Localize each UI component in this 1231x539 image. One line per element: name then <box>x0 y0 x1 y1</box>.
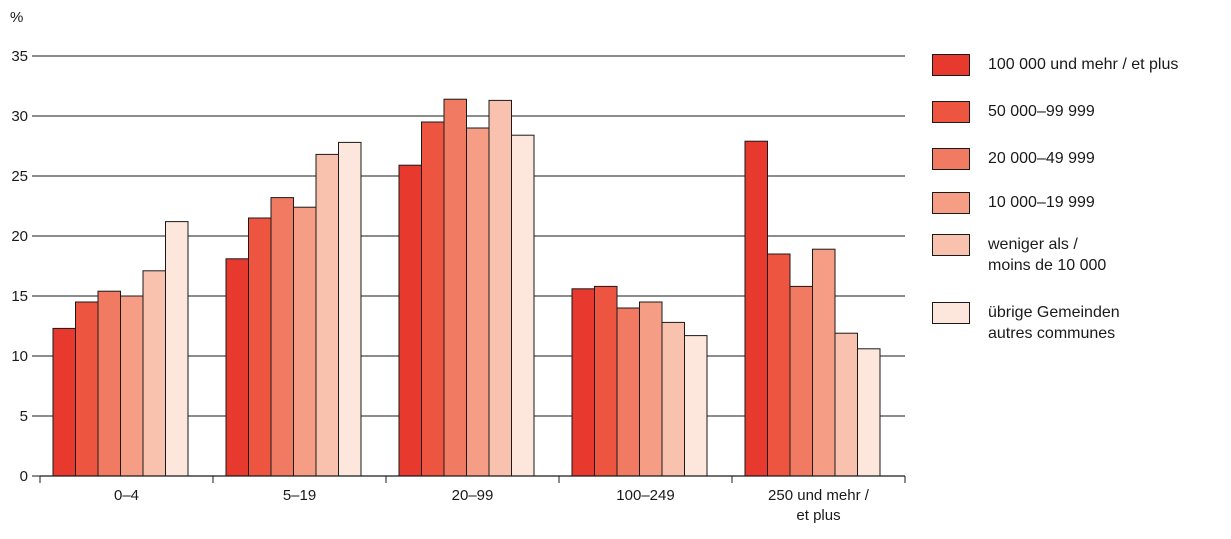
legend-label: 20 000–49 999 <box>988 150 1095 167</box>
y-tick-label: 15 <box>11 288 28 305</box>
y-tick-label: 0 <box>20 468 28 485</box>
x-tick-label: 0–4 <box>114 487 139 504</box>
bar <box>594 285 618 477</box>
x-tick-label: 100–249 <box>616 487 674 504</box>
bar <box>75 301 99 477</box>
y-tick-label: 30 <box>11 108 28 125</box>
y-tick-label: 25 <box>11 168 28 185</box>
legend-item: 20 000–49 999 <box>932 148 1095 170</box>
bar <box>142 270 166 477</box>
bar <box>511 134 535 477</box>
y-axis-unit-label: % <box>10 9 23 26</box>
bar <box>812 248 836 477</box>
legend-label: übrige Gemeinden autres communes <box>988 304 1120 342</box>
legend-swatch <box>932 192 970 214</box>
bar <box>744 140 768 477</box>
x-tick-label: 250 und mehr / et plus <box>768 487 870 524</box>
bar <box>571 288 595 477</box>
legend-item: weniger als / moins de 10 000 <box>932 234 1106 276</box>
bar <box>270 197 294 477</box>
legend-label: 100 000 und mehr / et plus <box>988 56 1179 73</box>
x-tick-label: 5–19 <box>283 487 316 504</box>
bar <box>165 221 189 477</box>
legend-swatch <box>932 302 970 324</box>
legend-swatch <box>932 101 970 123</box>
bar <box>466 127 490 477</box>
bar <box>684 335 708 477</box>
y-tick-label: 5 <box>20 408 28 425</box>
bar <box>639 301 663 477</box>
bar <box>97 290 121 477</box>
bar <box>857 348 881 477</box>
bar <box>421 121 445 477</box>
y-axis-ticks: 0 5 10 15 20 25 30 35 <box>11 48 40 485</box>
x-tick-label: 20–99 <box>452 487 494 504</box>
bar <box>661 321 685 477</box>
bars <box>52 98 881 477</box>
bar <box>338 141 362 477</box>
bar <box>315 153 339 477</box>
bar <box>767 253 791 477</box>
bar <box>52 327 76 477</box>
legend-label: 10 000–19 999 <box>988 194 1095 211</box>
legend-item: 50 000–99 999 <box>932 101 1095 123</box>
bar <box>789 285 813 477</box>
legend-label: weniger als / moins de 10 000 <box>988 236 1107 274</box>
legend-label: 50 000–99 999 <box>988 103 1095 120</box>
bar <box>293 206 317 477</box>
bar <box>443 98 467 477</box>
bar <box>248 217 272 477</box>
legend-swatch <box>932 148 970 170</box>
x-axis: 0–4 5–19 20–99 100–249 250 und mehr / et plus <box>39 475 906 524</box>
bar <box>834 332 858 477</box>
y-tick-label: 20 <box>11 228 28 245</box>
legend-item: 10 000–19 999 <box>932 192 1095 214</box>
bar <box>120 295 144 477</box>
legend-item: 100 000 und mehr / et plus <box>932 54 1178 76</box>
legend-swatch <box>932 234 970 256</box>
y-tick-label: 10 <box>11 348 28 365</box>
y-tick-label: 35 <box>11 48 28 65</box>
bar <box>616 307 640 477</box>
legend-item: übrige Gemeinden autres communes <box>932 302 1120 344</box>
legend-swatch <box>932 54 970 76</box>
bar <box>488 99 512 477</box>
bar <box>398 164 422 477</box>
bar <box>225 258 249 477</box>
